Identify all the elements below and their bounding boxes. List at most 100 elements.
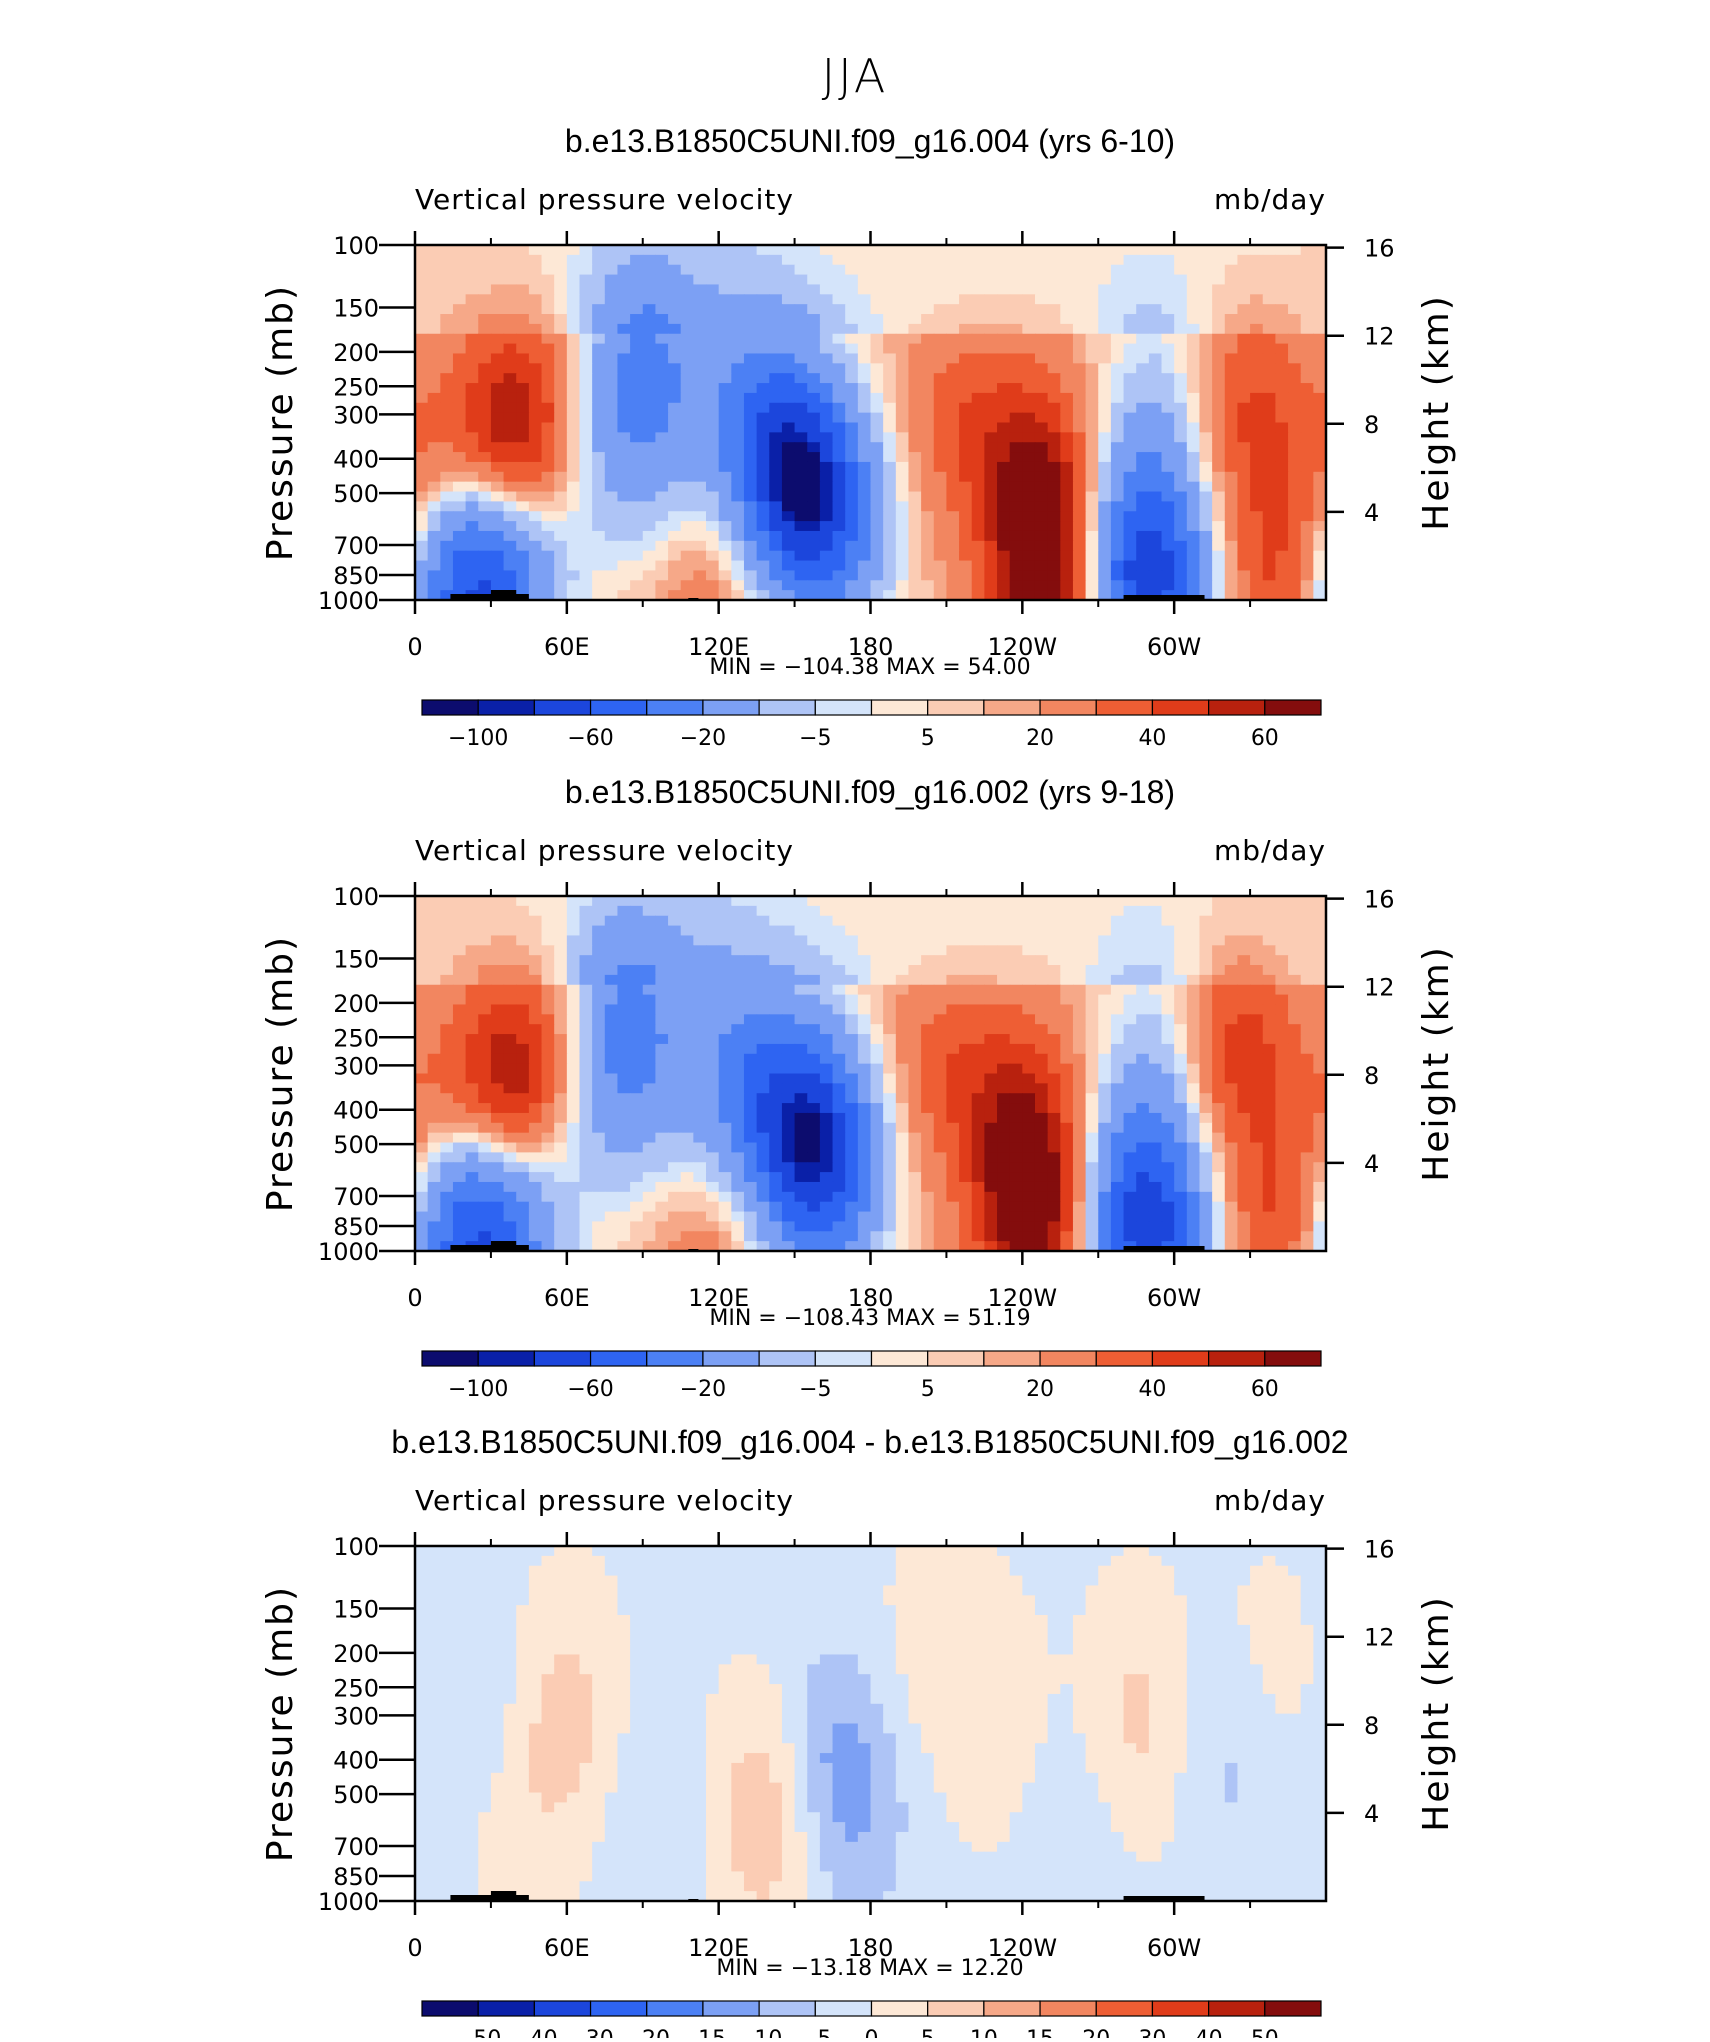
heatmap-cell <box>1225 245 1238 255</box>
heatmap-cell <box>883 1192 896 1202</box>
heatmap-cell <box>554 472 567 482</box>
heatmap-cell <box>579 1192 592 1202</box>
heatmap-cell <box>415 1054 428 1064</box>
heatmap-cell <box>845 1182 858 1192</box>
heatmap-cell <box>782 1093 795 1103</box>
heatmap-cell <box>1162 1113 1175 1123</box>
heatmap-cell <box>567 965 580 975</box>
heatmap-cell <box>769 975 782 985</box>
heatmap-cell <box>744 334 757 344</box>
heatmap-cell <box>871 531 884 541</box>
heatmap-cell <box>554 521 567 531</box>
heatmap-cell <box>1313 472 1326 482</box>
heatmap-cell <box>1212 393 1225 403</box>
heatmap-cell <box>415 334 428 344</box>
heatmap-cell <box>1136 1083 1149 1093</box>
heatmap-cell <box>1212 482 1225 492</box>
heatmap-cell <box>833 1054 846 1064</box>
heatmap-cell <box>478 482 491 492</box>
heatmap-cell <box>896 1044 909 1054</box>
heatmap-cell <box>1086 284 1099 294</box>
heatmap-cell <box>605 304 618 314</box>
heatmap-cell <box>1149 1152 1162 1162</box>
heatmap-cell <box>1225 1202 1238 1212</box>
heatmap-cell <box>693 413 706 423</box>
heatmap-cell <box>1035 1074 1048 1084</box>
heatmap-cell <box>1162 1123 1175 1133</box>
heatmap-cell <box>997 1093 1010 1103</box>
heatmap-cell <box>440 1172 453 1182</box>
heatmap-cell <box>453 985 466 995</box>
heatmap-cell <box>1250 304 1263 314</box>
heatmap-cell <box>440 1152 453 1162</box>
heatmap-cell <box>567 314 580 324</box>
heatmap-cell <box>820 995 833 1005</box>
heatmap-cell <box>630 1083 643 1093</box>
heatmap-cell <box>1149 324 1162 334</box>
heatmap-cell <box>782 423 795 433</box>
heatmap-cell <box>643 511 656 521</box>
heatmap-cell <box>946 975 959 985</box>
heatmap-cell <box>1048 245 1061 255</box>
heatmap-cell <box>1288 1093 1301 1103</box>
heatmap-cell <box>1275 373 1288 383</box>
heatmap-cell <box>1263 561 1276 571</box>
heatmap-cell <box>693 324 706 334</box>
heatmap-cell <box>428 383 441 393</box>
heatmap-cell <box>921 275 934 285</box>
heatmap-cell <box>655 1162 668 1172</box>
heatmap-cell <box>883 1014 896 1024</box>
heatmap-cell <box>554 1113 567 1123</box>
heatmap-cell <box>1212 304 1225 314</box>
heatmap-cell <box>542 541 555 551</box>
heatmap-cell <box>807 383 820 393</box>
heatmap-cell <box>693 531 706 541</box>
heatmap-cell <box>1149 275 1162 285</box>
heatmap-cell <box>693 945 706 955</box>
heatmap-cell <box>1275 1054 1288 1064</box>
heatmap-cell <box>516 561 529 571</box>
heatmap-cell <box>1098 561 1111 571</box>
heatmap-cell <box>946 1152 959 1162</box>
heatmap-cell <box>1263 363 1276 373</box>
heatmap-cell <box>1060 284 1073 294</box>
heatmap-cell <box>972 462 985 472</box>
heatmap-cell <box>491 965 504 975</box>
heatmap-cell <box>478 472 491 482</box>
heatmap-cell <box>453 531 466 541</box>
heatmap-cell <box>668 1014 681 1024</box>
heatmap-cell <box>1288 294 1301 304</box>
heatmap-cell <box>1288 413 1301 423</box>
heatmap-cell <box>440 1143 453 1153</box>
heatmap-cell <box>542 975 555 985</box>
heatmap-cell <box>1098 1034 1111 1044</box>
heatmap-cell <box>491 1074 504 1084</box>
heatmap-cell <box>668 945 681 955</box>
heatmap-cell <box>1010 1024 1023 1034</box>
heatmap-cell <box>1022 1123 1035 1133</box>
heatmap-cell <box>1174 324 1187 334</box>
heatmap-cell <box>1250 906 1263 916</box>
heatmap-cell <box>1212 1024 1225 1034</box>
heatmap-cell <box>1086 1123 1099 1133</box>
heatmap-cell <box>1010 955 1023 965</box>
heatmap-cell <box>440 965 453 975</box>
heatmap-cell <box>415 1093 428 1103</box>
heatmap-cell <box>592 1014 605 1024</box>
heatmap-cell <box>972 995 985 1005</box>
heatmap-cell <box>1035 344 1048 354</box>
heatmap-cell <box>959 1172 972 1182</box>
heatmap-cell <box>453 1202 466 1212</box>
heatmap-cell <box>1275 511 1288 521</box>
heatmap-cell <box>1035 472 1048 482</box>
heatmap-cell <box>592 551 605 561</box>
heatmap-cell <box>896 1083 909 1093</box>
heatmap-cell <box>1162 304 1175 314</box>
heatmap-cell <box>719 1202 732 1212</box>
heatmap-cell <box>934 472 947 482</box>
heatmap-cell <box>1136 965 1149 975</box>
heatmap-cell <box>529 432 542 442</box>
heatmap-cell <box>1313 1202 1326 1212</box>
heatmap-cell <box>845 965 858 975</box>
heatmap-cell <box>1212 916 1225 926</box>
